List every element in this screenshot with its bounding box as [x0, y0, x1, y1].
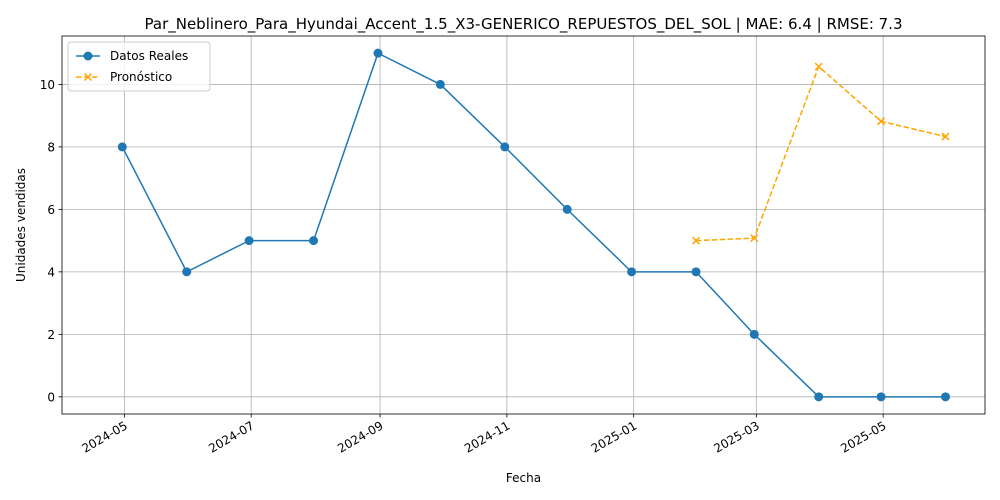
real-data-point: [182, 267, 192, 277]
legend: Datos Reales Pronóstico: [67, 41, 211, 92]
y-tick-label: 8: [47, 140, 55, 154]
chart-title: Par_Neblinero_Para_Hyundai_Accent_1.5_X3…: [145, 15, 903, 34]
y-tick-label: 0: [47, 390, 55, 404]
real-data-line: [121, 52, 946, 398]
real-data-point: [373, 48, 383, 58]
legend-label-forecast: Pronóstico: [110, 70, 172, 84]
forecast-point: [750, 234, 759, 243]
legend-label-real: Datos Reales: [110, 49, 188, 63]
real-data-point: [691, 267, 701, 277]
real-data-point: [941, 392, 951, 402]
real-data-point: [117, 142, 127, 152]
forecast-point: [941, 132, 950, 141]
y-tick-label: 4: [47, 265, 55, 279]
real-data-point: [309, 236, 319, 246]
real-data-point: [814, 392, 824, 402]
legend-marker-forecast: [83, 72, 93, 82]
forecast-point: [692, 236, 701, 245]
forecast-point: [814, 62, 823, 71]
real-data-point: [627, 267, 637, 277]
real-data-point: [244, 236, 254, 246]
real-data-point: [435, 79, 445, 89]
legend-marker-real: [83, 51, 93, 61]
grid-lines: [62, 36, 985, 414]
series-layer: [117, 48, 951, 402]
plot-frame: [61, 35, 986, 415]
legend-box: [67, 41, 211, 92]
real-data-point: [749, 329, 759, 339]
real-data-point: [562, 204, 572, 214]
forecast-point: [877, 117, 886, 126]
x-axis-label: Fecha: [506, 471, 541, 485]
y-tick-label: 10: [40, 78, 55, 92]
y-tick-label: 2: [47, 328, 55, 342]
real-data-point: [876, 392, 886, 402]
y-axis-label: Unidades vendidas: [14, 168, 28, 282]
y-tick-label: 6: [47, 203, 55, 217]
real-data-point: [500, 142, 510, 152]
